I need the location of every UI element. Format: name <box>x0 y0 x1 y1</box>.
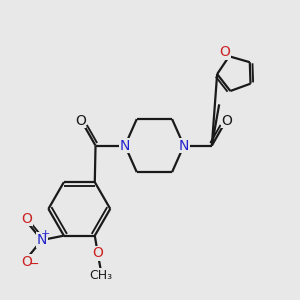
Text: O: O <box>92 246 103 260</box>
Text: N: N <box>179 139 189 153</box>
Text: O: O <box>222 114 232 128</box>
Text: CH₃: CH₃ <box>89 269 112 282</box>
Text: O: O <box>22 255 32 268</box>
Text: N: N <box>120 139 130 153</box>
Text: O: O <box>75 114 86 128</box>
Text: O: O <box>219 45 230 59</box>
Text: N: N <box>37 233 47 247</box>
Text: O: O <box>22 212 32 226</box>
Text: −: − <box>28 258 39 271</box>
Text: +: + <box>40 229 50 238</box>
